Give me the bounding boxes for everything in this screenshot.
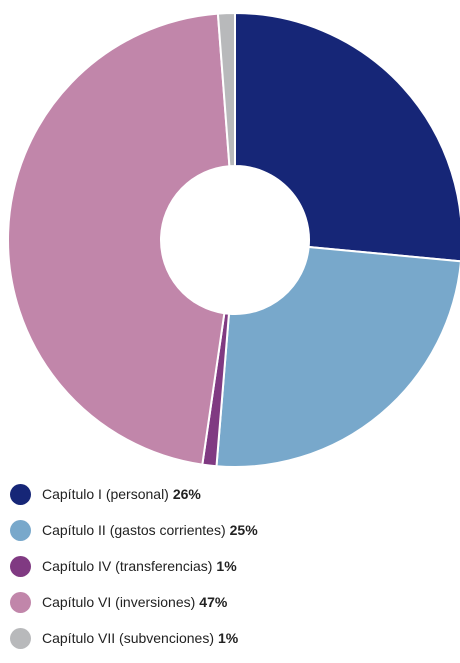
- legend-label: Capítulo IV (transferencias): [42, 558, 213, 574]
- legend-swatch-capitulo-7: [10, 627, 31, 649]
- legend-swatch-capitulo-6: [10, 591, 31, 613]
- legend: Capítulo I (personal) 26% Capítulo II (ga…: [10, 483, 258, 663]
- donut-slice-2: [215, 245, 460, 468]
- legend-item-capitulo-2: Capítulo II (gastos corrientes) 25%: [10, 519, 258, 541]
- legend-label: Capítulo I (personal): [42, 486, 169, 502]
- legend-item-capitulo-6: Capítulo VI (inversiones) 47%: [10, 591, 258, 613]
- legend-swatch-capitulo-4: [10, 555, 31, 577]
- legend-item-capitulo-7: Capítulo VII (subvenciones) 1%: [10, 627, 258, 649]
- legend-percent: 47%: [199, 594, 228, 610]
- legend-swatch-capitulo-1: [10, 483, 31, 505]
- legend-percent: 1%: [217, 630, 239, 646]
- legend-item-capitulo-4: Capítulo IV (transferencias) 1%: [10, 555, 258, 577]
- donut-chart: [7, 11, 460, 468]
- legend-label: Capítulo VII (subvenciones): [42, 630, 214, 646]
- legend-label: Capítulo VI (inversiones): [42, 594, 196, 610]
- donut-slice-4: [7, 12, 231, 466]
- legend-percent: 1%: [216, 558, 237, 574]
- legend-swatch-capitulo-2: [10, 519, 31, 541]
- legend-label: Capítulo II (gastos corrientes): [42, 522, 226, 538]
- legend-percent: 25%: [229, 522, 258, 538]
- legend-item-capitulo-1: Capítulo I (personal) 26%: [10, 483, 258, 505]
- legend-percent: 26%: [172, 486, 201, 502]
- donut-slice-5: [216, 11, 236, 168]
- donut-slice-1: [234, 11, 460, 263]
